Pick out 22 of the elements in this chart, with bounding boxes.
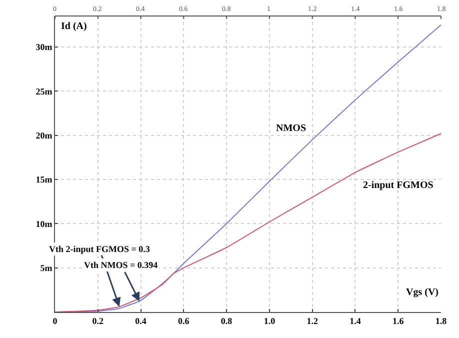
y-tick-label: 5m <box>40 262 53 273</box>
y-tick-label: 10m <box>36 218 53 229</box>
x-tick-label: 1.4 <box>350 316 362 326</box>
x-tick-label: 0 <box>52 316 58 326</box>
x-tick-label: 1.8 <box>435 316 448 326</box>
series-label: 2-input FGMOS <box>363 180 434 191</box>
x-tick-label: 0.8 <box>220 316 233 326</box>
x-tick-label: 0.2 <box>92 316 104 326</box>
annotation: Vth 2-input FGMOS = 0.3 <box>49 244 150 254</box>
annotation: Vth NMOS = 0.394 <box>84 260 158 270</box>
x-tick-label: 1.6 <box>392 316 404 326</box>
y-tick-label: 25m <box>36 86 53 96</box>
y-tick-label: 20m <box>36 130 53 140</box>
y-tick-label: 30m <box>36 42 53 52</box>
series-label: NMOS <box>276 123 306 134</box>
y-axis-title: Id (A) <box>61 21 87 32</box>
x-axis-title: Vgs (V) <box>406 287 438 298</box>
y-tick-label: 15m <box>36 174 53 185</box>
x-tick-label: 1.0 <box>264 316 276 326</box>
x-tick-label: 0.4 <box>135 316 147 326</box>
x-tick-label: 1.2 <box>306 316 318 326</box>
x-tick-label: 0.6 <box>178 316 190 326</box>
